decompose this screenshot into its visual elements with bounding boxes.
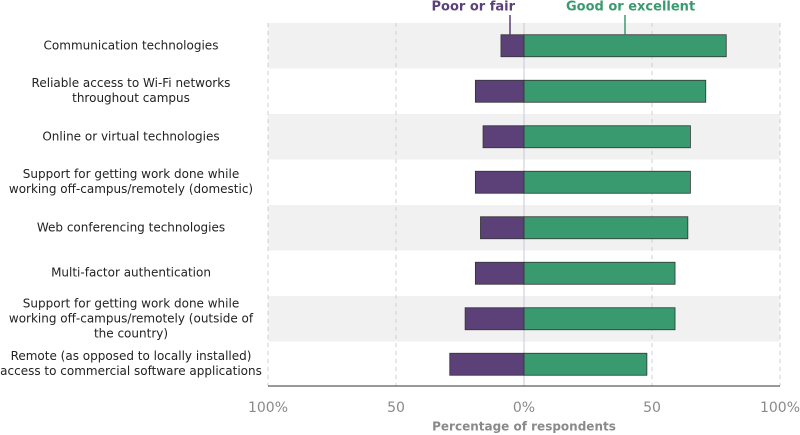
bar [482,125,525,149]
category-label: Multi-factor authentication [51,265,211,280]
bar [523,307,676,331]
category-label: Remote (as opposed to locally installed)… [0,349,262,379]
category-label: Web conferencing technologies [36,220,226,235]
category-label: Support for getting work done while work… [8,296,254,341]
legend-label: Good or excellent [566,0,695,15]
bar [474,261,525,285]
category-label: Support for getting work done while work… [8,167,254,197]
x-axis-title: Percentage of respondents [432,420,616,434]
x-tick-label: 100% [248,400,288,416]
bar [474,79,525,103]
category-label: Online or virtual technologies [42,129,220,144]
bar [523,261,676,285]
x-tick-label: 50 [643,400,661,416]
x-tick-label: 50 [387,400,405,416]
bar [500,34,525,58]
legend-label: Poor or fair [432,0,516,15]
bar [523,125,691,149]
bar [523,352,648,376]
bar [523,216,689,240]
x-tick-label: 100% [760,400,800,416]
bar [480,216,525,240]
bar [464,307,525,331]
bar [523,79,707,103]
category-label: Reliable access to Wi-Fi networks throug… [31,76,231,106]
bar [523,170,691,194]
bar [449,352,525,376]
category-label: Communication technologies [43,38,219,53]
x-tick-label: 0% [513,400,535,416]
bar [523,34,727,58]
bar [474,170,525,194]
